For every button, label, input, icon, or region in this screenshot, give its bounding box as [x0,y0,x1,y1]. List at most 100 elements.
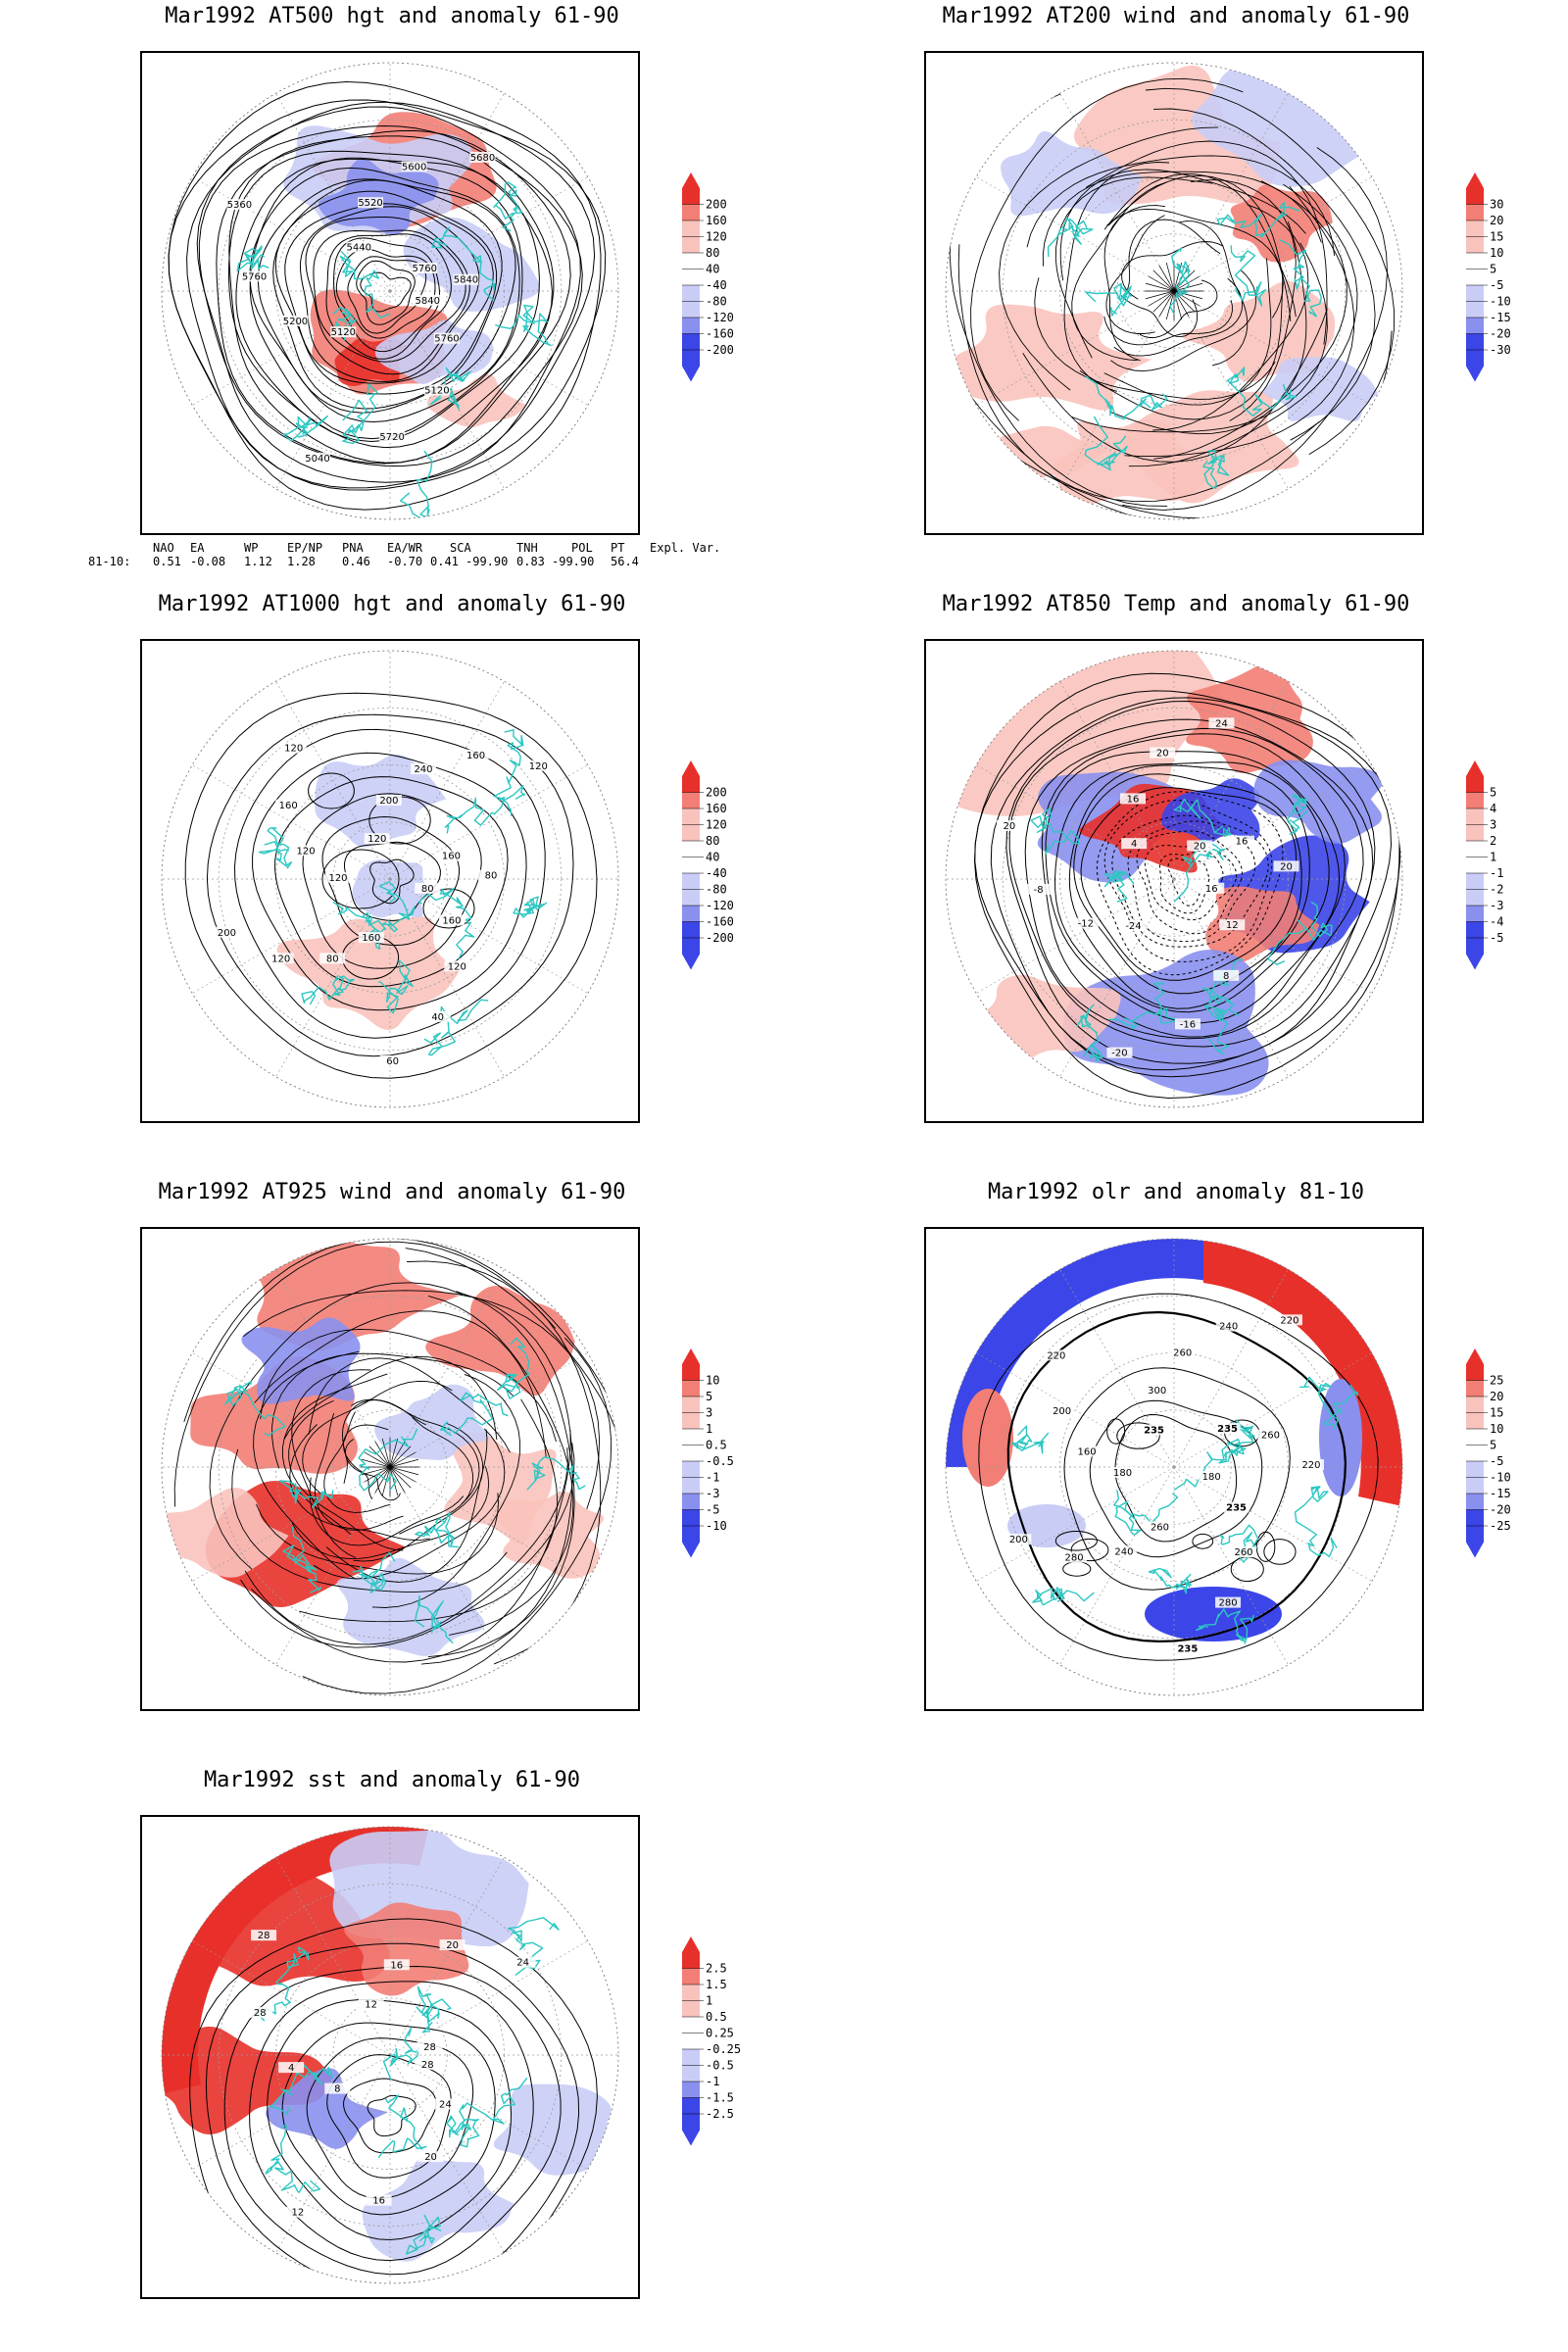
contour-label: 5760 [434,334,459,345]
colorbar-label: 25 [1490,1374,1503,1388]
contour-label: 16 [1236,837,1249,848]
contour-label-bg [278,2062,305,2074]
streamline-convergence [381,1438,391,1468]
contour-label: 12 [365,2000,377,2011]
colorbar-segment [1466,236,1484,254]
contour-label: 20 [446,1940,459,1951]
contour-label-bg [1174,1018,1200,1030]
coastlines [1047,201,1322,489]
contour-line [249,1981,534,2262]
panel-at200: Mar1992 AT200 wind and anomaly 61-90 30 2… [784,0,1568,588]
colorbar-label: 1 [1490,851,1496,864]
contour-line [1045,751,1341,1024]
streamline-convergence [389,1466,406,1494]
contour-label: 5200 [283,317,308,327]
meridian-line [389,878,588,994]
index-header: EP/NP [287,541,323,555]
anomaly-shading [1205,886,1320,963]
contour-label-bg [226,199,253,211]
streamline [342,1424,389,1499]
contour-line [990,697,1393,1071]
map-content [946,63,1402,519]
contour-label-bg [358,1998,384,2010]
colorbar-label: -160 [706,915,734,929]
contour-label: 220 [1280,1315,1298,1326]
contour-label: 20 [424,2152,437,2163]
coastline [415,1511,459,1548]
colorbar-segment [682,1396,700,1413]
contour-label-bg [241,270,268,282]
contour-label: 160 [442,915,461,926]
colorbar-label: 2 [1490,834,1496,848]
colorbar-label: 5 [1490,1439,1496,1452]
meridian-line [192,290,391,406]
latitude-circle [218,1295,563,1640]
index-value: 0.41 [430,555,459,568]
colorbar-label: 5 [706,1390,712,1403]
contour-label: 5720 [379,432,404,443]
coastline [440,1392,509,1437]
streamline [288,1399,404,1551]
coastline [236,245,270,272]
colorbar-label: -0.25 [706,2042,741,2056]
streamline-convergence [1173,290,1200,307]
coastline [1267,901,1333,965]
contour-label: 240 [1219,1322,1238,1333]
contour-label: 16 [372,2196,385,2207]
colorbar-segment [682,1952,700,1969]
streamline-convergence [364,1466,391,1483]
polar-map: 80 160 120 40 60 160 80 120 200 120 120 160 120 120 20… [161,650,619,1108]
map-frame: 28 24 20 16 12 8 4 28 28 12 16 20 24 28 [140,1815,640,2299]
streamline [1113,277,1244,357]
colorbar-label: 1.5 [706,1978,727,1991]
coastline [378,959,414,1014]
coastline [1113,1490,1179,1536]
contour-label-bg [1147,1521,1173,1533]
contour-line [333,237,441,353]
contour-line [1063,1367,1291,1591]
contour-line [274,190,498,395]
streamline [302,1337,612,1694]
colorbar-label: -40 [706,866,727,880]
contour-line [1054,1530,1098,1551]
contour-label: 80 [485,871,498,882]
contour-label-bg [1219,919,1246,931]
index-header: TNH [516,541,538,555]
contour-label: 28 [421,2060,434,2071]
coastline [1032,1587,1095,1606]
contour-label-bg [1276,1314,1302,1326]
meridian-line [976,1466,1175,1582]
coastline [497,1337,530,1399]
contour-line [343,2078,437,2154]
index-header: PT [611,541,625,555]
colorbar-label: -1.5 [706,2091,734,2105]
colorbar-label: 5 [1490,786,1496,800]
colorbar-segment [682,857,700,874]
contour-label: 160 [279,801,298,811]
contour-label-bg [319,953,346,964]
index-header: Expl. Var. [650,541,721,555]
streamline-convergence [389,1446,412,1468]
streamline [1054,176,1213,359]
contour-label-bg [423,384,450,396]
panel-title: Mar1992 AT200 wind and anomaly 61-90 [942,4,1410,28]
contour-label-bg [1199,1470,1225,1482]
colorbar: 25 20 15 10 5 -5 -10 -15 -20 -25 [1466,1348,1554,1613]
colorbar-segment [682,2114,700,2131]
anomaly-band-east [1203,1239,1402,1506]
streamline-convergence [361,1466,391,1476]
meridian-line [275,1857,391,2056]
contour-label: 160 [1077,1447,1096,1458]
contour-line [233,728,546,1039]
contour-line [223,1965,562,2276]
contour-label-bg [996,819,1022,831]
meridian-line [275,2054,391,2253]
colorbar-segment [682,1494,700,1510]
coastline [1279,238,1322,318]
colorbar-label: 120 [706,230,727,244]
streamline-convergence [389,1441,406,1468]
meridian-line [389,93,505,292]
contour-label-bg [282,315,309,326]
map-content [162,651,618,1107]
teleconnection-index-table: NAO EA WP EP/NP PNA EA/WR SCA TNH POL PT… [88,541,720,568]
